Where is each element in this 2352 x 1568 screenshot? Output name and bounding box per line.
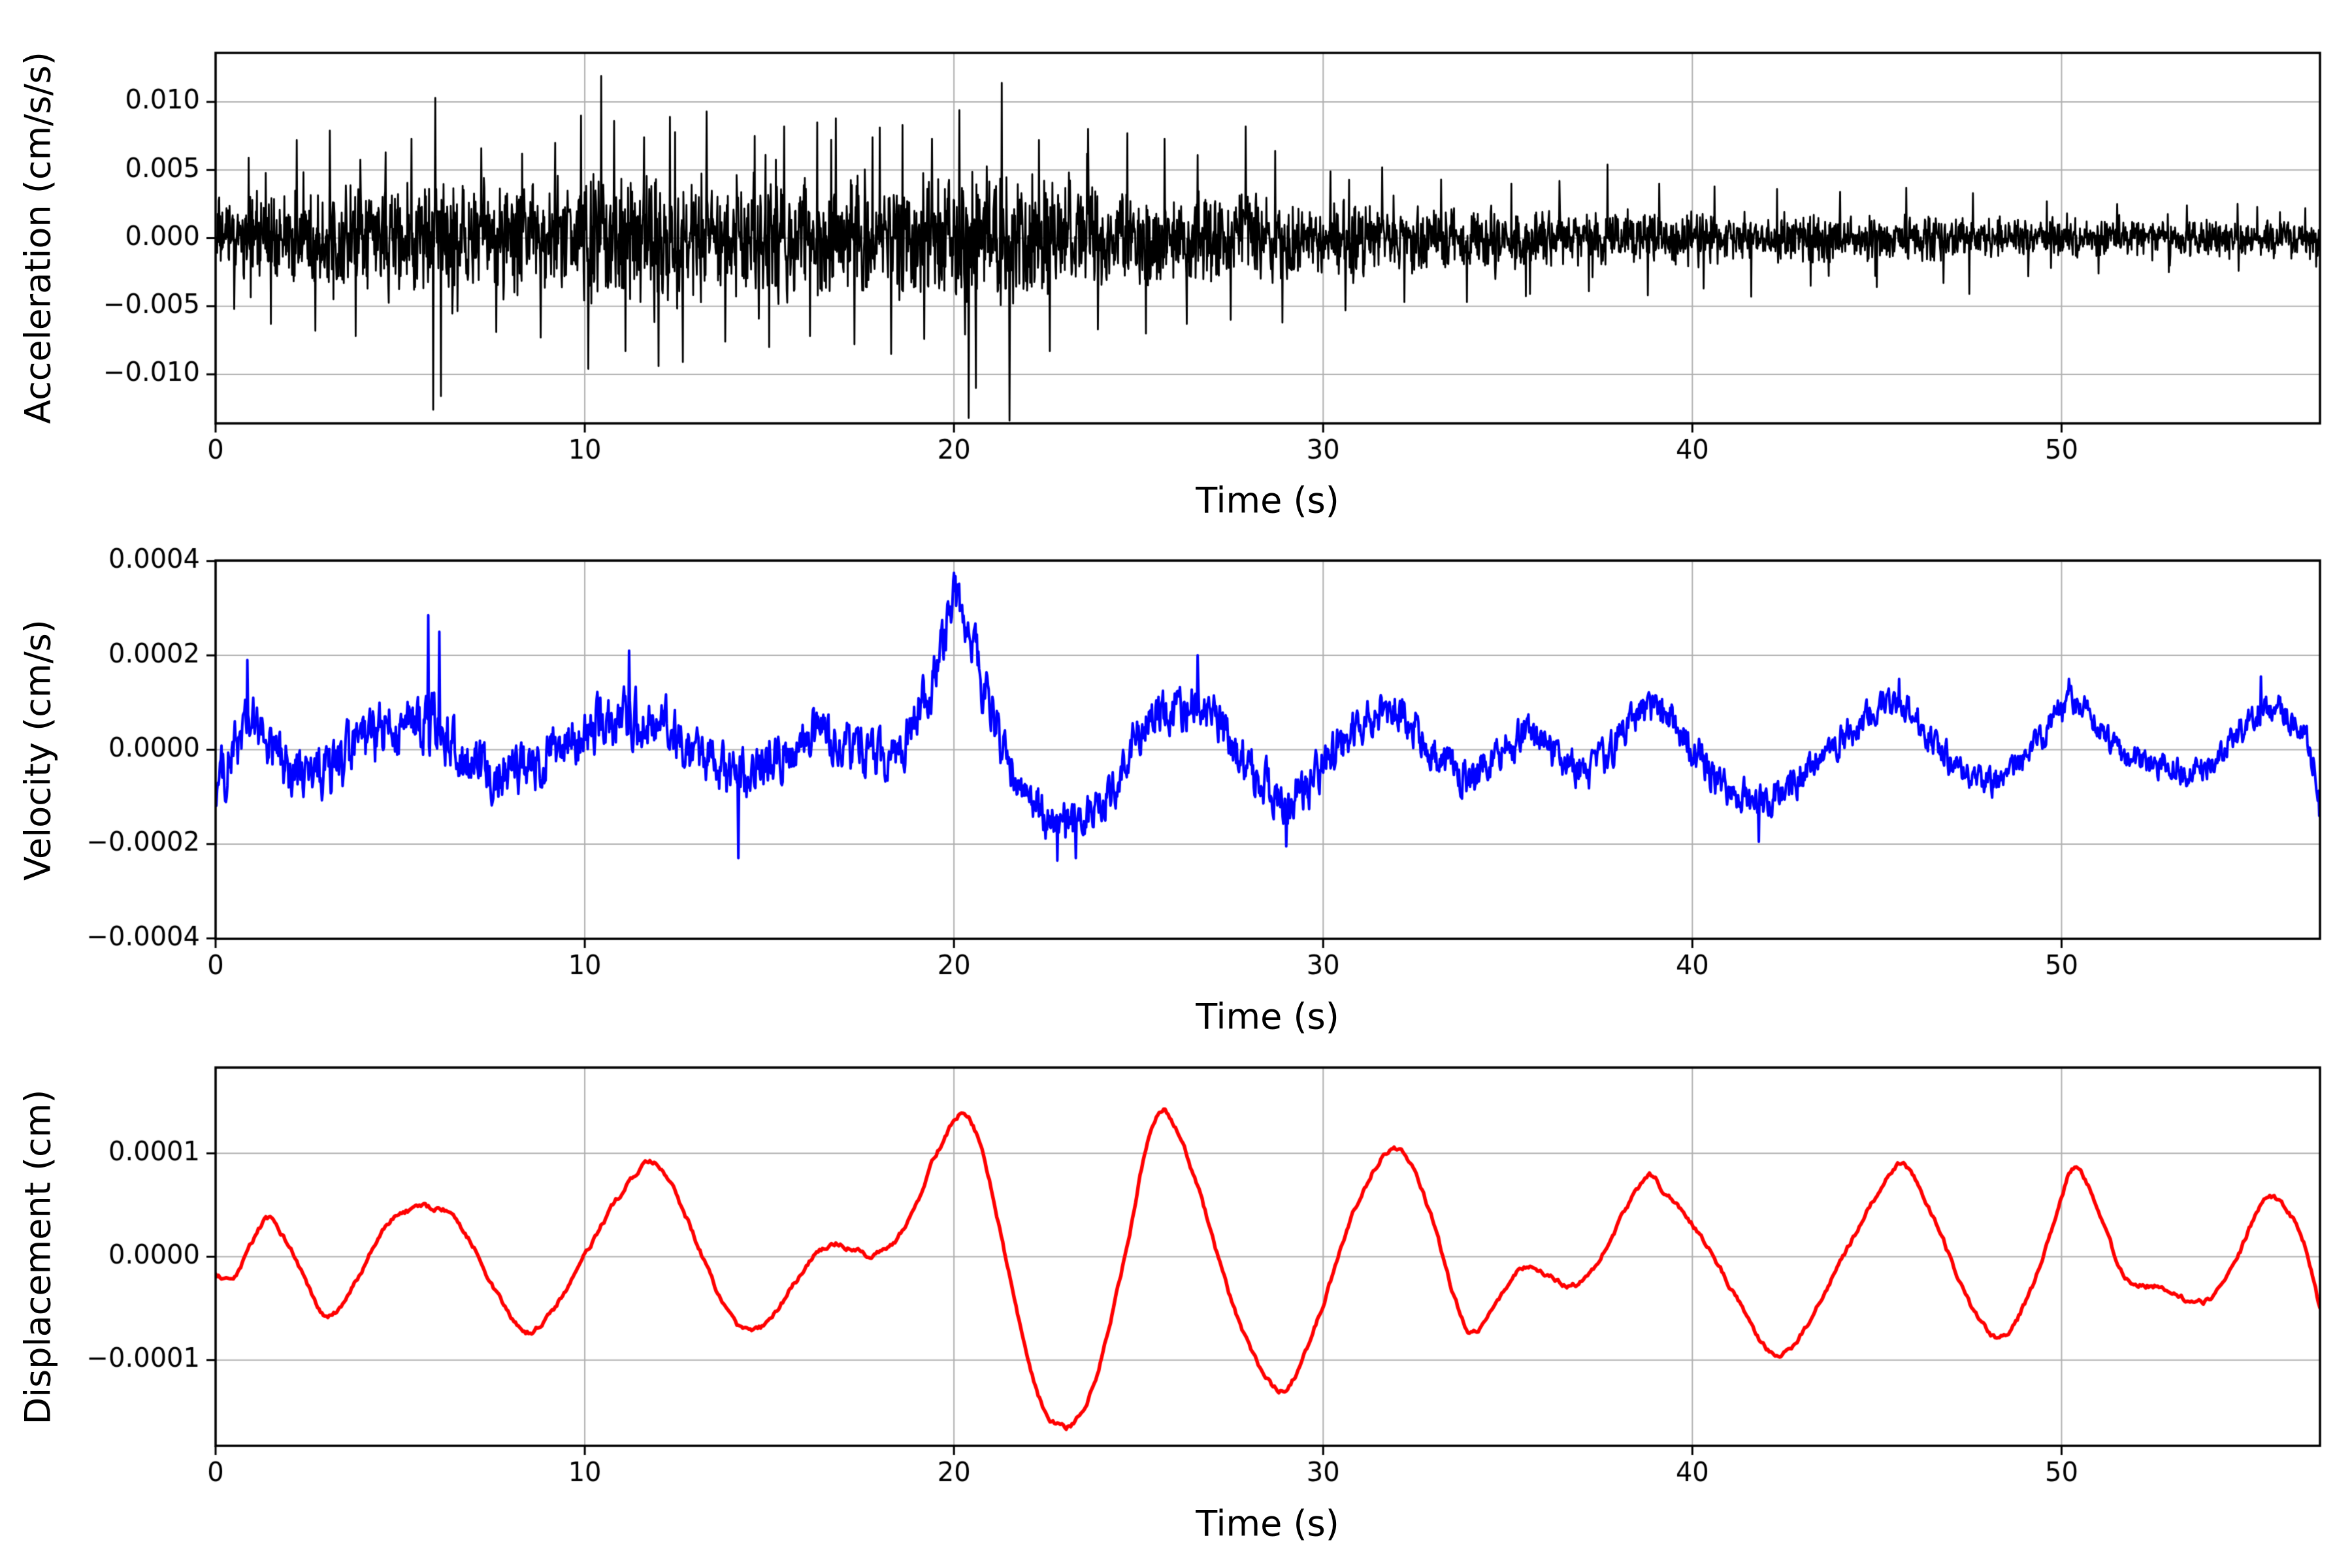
displacement-y-axis-label: Displacement (cm) bbox=[17, 1089, 59, 1425]
acceleration-y-axis-label: Acceleration (cm/s/s) bbox=[17, 52, 59, 424]
velocity-y-axis-label: Velocity (cm/s) bbox=[17, 619, 59, 881]
velocity-x-axis-label: Time (s) bbox=[1196, 996, 1339, 1037]
displacement-x-axis-label: Time (s) bbox=[1196, 1503, 1339, 1544]
acceleration-x-axis-label: Time (s) bbox=[1196, 480, 1339, 521]
